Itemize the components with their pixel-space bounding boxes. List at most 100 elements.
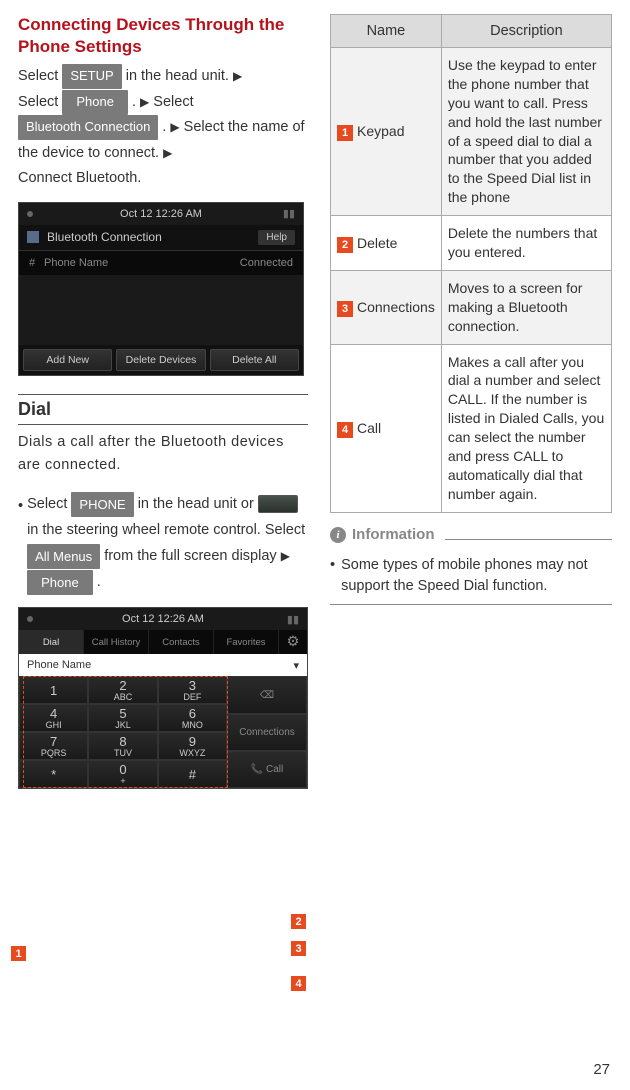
callout-badge-2: 2 [290, 913, 307, 930]
text: Select [18, 94, 62, 110]
add-new-button: Add New [23, 349, 112, 371]
dial-description: Dials a call after the Bluetooth devices… [18, 431, 308, 477]
row-name: Connections [357, 299, 435, 315]
text: in the head unit. [126, 68, 233, 84]
setup-button-label: SETUP [62, 64, 121, 89]
text: in the head unit or [138, 496, 258, 512]
call-hw-button-icon [258, 495, 298, 513]
table-row: 2Delete Delete the numbers that you ente… [331, 216, 612, 271]
text: . [97, 574, 101, 590]
arrow-icon: ▶ [170, 121, 179, 135]
home-icon [27, 211, 33, 217]
dial-heading: Dial [18, 399, 308, 420]
device-list-empty [19, 275, 303, 345]
row-badge: 3 [337, 301, 353, 317]
callout-badge-1: 1 [10, 945, 27, 962]
row-desc: Moves to a screen for making a Bluetooth… [441, 270, 611, 344]
col-connected: Connected [240, 257, 293, 269]
info-text: Some types of mobile phones may not supp… [341, 555, 612, 596]
row-desc: Delete the numbers that you entered. [441, 216, 611, 271]
th-name: Name [331, 15, 442, 48]
key-8: 8TUV [88, 732, 157, 760]
info-label: i Information [330, 526, 445, 543]
arrow-icon: ▶ [281, 549, 290, 563]
arrow-icon: ▶ [233, 69, 242, 83]
key-2: 2ABC [88, 676, 157, 704]
info-divider: i Information [330, 539, 612, 558]
signal-icon: ▮▮ [287, 613, 299, 626]
call-button: 📞 Call [227, 751, 307, 788]
clock: Oct 12 12:26 AM [120, 208, 202, 220]
callout-badge-4: 4 [290, 975, 307, 992]
signal-icon: ▮▮ [283, 207, 295, 220]
callout-badge-3: 3 [290, 940, 307, 957]
keypad: 1 2ABC 3DEF 4GHI 5JKL 6MNO 7PQRS 8TUV 9W… [19, 676, 227, 788]
row-desc: Use the keypad to enter the phone number… [441, 48, 611, 216]
dial-bullet: • Select PHONE in the head unit or in th… [18, 491, 308, 595]
key-9: 9WXYZ [158, 732, 227, 760]
table-row: 4Call Makes a call after you dial a numb… [331, 344, 612, 512]
tab-dial: Dial [19, 630, 84, 654]
text: Connect Bluetooth. [18, 170, 141, 186]
row-name: Keypad [357, 123, 404, 139]
row-name: Call [357, 420, 381, 436]
arrow-icon: ▶ [163, 146, 172, 160]
row-desc: Makes a call after you dial a number and… [441, 344, 611, 512]
info-icon: i [330, 527, 346, 543]
key-3: 3DEF [158, 676, 227, 704]
key-hash: # [158, 760, 227, 788]
text: in the steering wheel remote control. Se… [27, 522, 305, 538]
divider [18, 394, 308, 395]
gear-icon: ⚙ [279, 630, 307, 654]
page-number: 27 [593, 1061, 610, 1078]
row-badge: 4 [337, 422, 353, 438]
divider [330, 604, 612, 605]
text: Select [153, 94, 193, 110]
delete-devices-button: Delete Devices [116, 349, 205, 371]
bullet-dot: • [330, 555, 335, 596]
screen-title: Bluetooth Connection [47, 230, 258, 244]
key-star: * [19, 760, 88, 788]
delete-button: ⌫ [227, 676, 307, 713]
instruction-paragraph: Select SETUP in the head unit. ▶ Select … [18, 64, 308, 191]
phone-button-label: Phone [62, 90, 128, 115]
info-bullet: • Some types of mobile phones may not su… [330, 555, 612, 596]
phone-name-label: Phone Name [27, 659, 91, 671]
chevron-down-icon: ▾ [293, 659, 299, 672]
row-badge: 2 [337, 237, 353, 253]
text: from the full screen display [104, 548, 281, 564]
clock: Oct 12 12:26 AM [122, 613, 204, 625]
phone-button-label: Phone [27, 570, 93, 595]
key-0: 0+ [88, 760, 157, 788]
arrow-icon: ▶ [140, 95, 149, 109]
bt-button-label: Bluetooth Connection [18, 115, 158, 140]
divider [18, 424, 308, 425]
section-heading: Connecting Devices Through the Phone Set… [18, 14, 308, 58]
home-icon [27, 616, 33, 622]
connections-button: Connections [227, 714, 307, 751]
text: Select [27, 496, 71, 512]
screenshot-bt-connection: Oct 12 12:26 AM ▮▮ Bluetooth Connection … [18, 202, 304, 376]
delete-all-button: Delete All [210, 349, 299, 371]
col-num: # [29, 257, 44, 269]
tab-history: Call History [84, 630, 149, 654]
help-button: Help [258, 230, 295, 245]
th-desc: Description [441, 15, 611, 48]
phone-hw-button-label: PHONE [71, 492, 133, 517]
reference-table: Name Description 1Keypad Use the keypad … [330, 14, 612, 513]
text: Select [18, 68, 62, 84]
col-name: Phone Name [44, 257, 240, 269]
row-name: Delete [357, 235, 397, 251]
bt-icon [27, 231, 39, 243]
info-title: Information [352, 526, 435, 543]
screenshot-dial: Oct 12 12:26 AM ▮▮ Dial Call History Con… [18, 607, 308, 789]
key-4: 4GHI [19, 704, 88, 732]
tab-favorites: Favorites [214, 630, 279, 654]
key-7: 7PQRS [19, 732, 88, 760]
row-badge: 1 [337, 125, 353, 141]
text: . [132, 94, 140, 110]
allmenus-button-label: All Menus [27, 544, 100, 569]
table-row: 3Connections Moves to a screen for makin… [331, 270, 612, 344]
bullet-dot: • [18, 491, 23, 595]
tab-contacts: Contacts [149, 630, 214, 654]
